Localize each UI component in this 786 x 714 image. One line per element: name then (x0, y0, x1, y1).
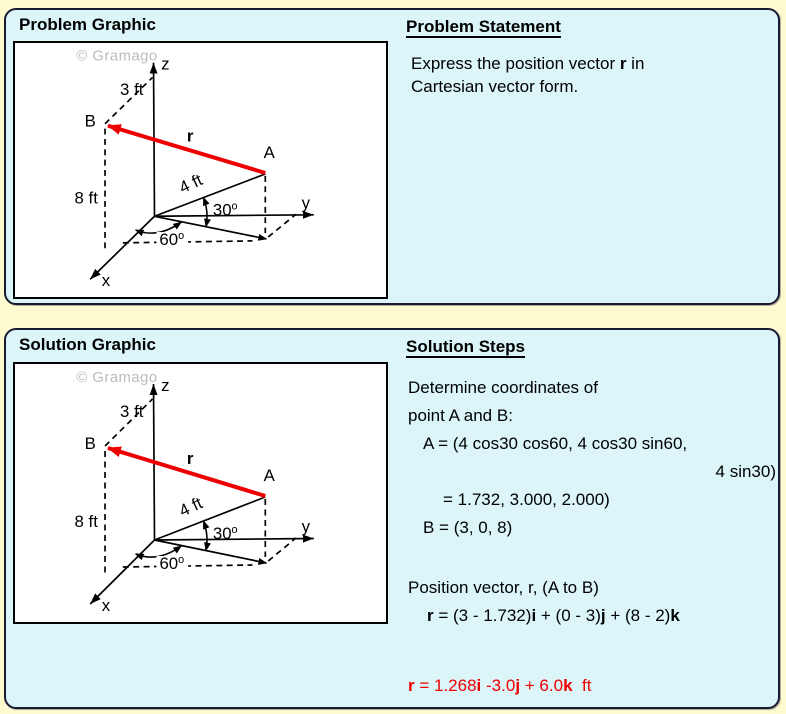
point-a-label: A (264, 143, 276, 162)
z-axis-label: z (161, 55, 169, 74)
solution-vector-diagram: © Gramago z y x A B r 3 ft 8 ft 4 ft 30o (75, 369, 314, 615)
statement-line: Express the position vector r in (411, 54, 645, 73)
problem-graphic-title: Problem Graphic (19, 15, 156, 34)
dim-4ft-label: 4 ft (176, 493, 205, 520)
x-axis-label: x (102, 596, 111, 615)
problem-panel: Problem Graphic © Gramago z y x (4, 8, 780, 305)
angle-30-label: 30o (213, 524, 238, 543)
steps-line: B = (3, 0, 8) (423, 518, 513, 537)
solution-diagram-box: © Gramago z y x A B r 3 ft 8 ft 4 ft 30o (13, 362, 388, 624)
y-axis-label: y (302, 193, 311, 212)
line-o-to-a-projection (154, 539, 268, 565)
y-axis (154, 210, 314, 219)
dim-4ft-label: 4 ft (176, 170, 206, 197)
angle-60-label-bg (156, 232, 189, 247)
angle-arc-30 (202, 520, 211, 552)
dashed-aprime-to-y-axis (267, 213, 297, 238)
point-b-label: B (85, 434, 96, 453)
angle-60-label-bg (156, 556, 189, 571)
angle-30-label: 30o (213, 200, 238, 219)
steps-line: point A and B: (408, 406, 513, 425)
steps-line: Position vector, r, (A to B) (408, 578, 599, 597)
solution-steps-title: Solution Steps (406, 337, 525, 356)
dashed-aprime-to-y-axis (267, 537, 297, 562)
position-vector-arrow (107, 123, 266, 175)
problem-vector-diagram: © Gramago z y x A B r 3 f (75, 49, 314, 290)
vector-r-label: r (187, 126, 194, 145)
dim-8ft-label: 8 ft (75, 189, 99, 208)
steps-line: 4 sin30) (715, 462, 776, 481)
point-a-label: A (264, 466, 276, 485)
x-axis (89, 539, 156, 605)
x-axis (89, 215, 156, 280)
line-o-to-a-projection (154, 215, 268, 241)
dim-3ft-label: 3 ft (120, 80, 144, 99)
angle-60-label: 60o (159, 230, 184, 249)
position-vector-arrow (107, 446, 266, 498)
steps-line: r = (3 - 1.732)i + (0 - 3)j + (8 - 2)k (427, 606, 680, 625)
steps-line: A = (4 cos30 cos60, 4 cos30 sin60, (423, 434, 688, 453)
line-o-to-a (154, 496, 266, 541)
dim-8ft-label: 8 ft (75, 512, 99, 531)
problem-statement-text: Express the position vector r in Cartesi… (411, 52, 644, 98)
solution-graphic-title: Solution Graphic (19, 335, 156, 354)
line-o-to-a (154, 173, 266, 218)
watermark-text: © Gramago (76, 369, 157, 386)
x-axis-label: x (102, 271, 111, 290)
solution-steps-text: Determine coordinates of point A and B: … (408, 374, 780, 700)
solution-panel: Solution Graphic © Gramago z y x A B r 3… (4, 328, 780, 709)
y-axis (154, 534, 314, 543)
steps-line: Determine coordinates of (408, 378, 598, 397)
problem-statement-title: Problem Statement (406, 17, 561, 36)
dashed-b-to-z-axis (104, 76, 154, 125)
steps-result-line: r = 1.268i -3.0j + 6.0k ft (408, 676, 592, 695)
dashed-b-to-z-axis (104, 398, 154, 447)
angle-arc-30 (202, 196, 211, 228)
watermark-text: © Gramago (76, 49, 157, 65)
z-axis-label: z (161, 376, 169, 395)
dim-3ft-label: 3 ft (120, 402, 144, 421)
y-axis-label: y (302, 517, 311, 536)
problem-diagram-box: © Gramago z y x A B r 3 f (13, 41, 388, 299)
vector-r-label: r (187, 449, 194, 468)
angle-60-label: 60o (159, 554, 184, 573)
point-b-label: B (85, 112, 96, 131)
steps-line: = 1.732, 3.000, 2.000) (443, 490, 610, 509)
statement-line: Cartesian vector form. (411, 77, 579, 96)
